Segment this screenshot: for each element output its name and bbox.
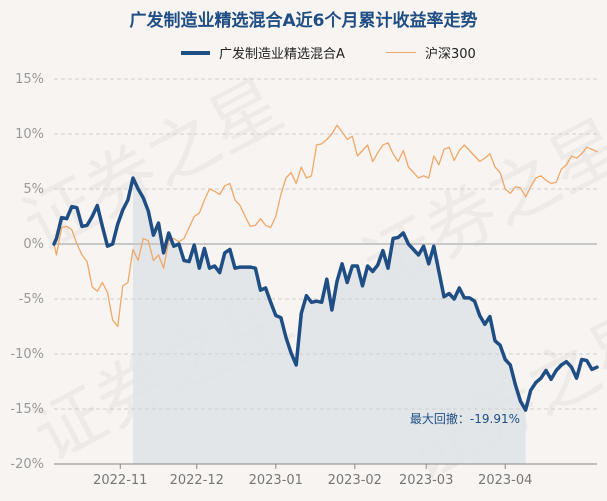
- chart-title: 广发制造业精选混合A近6个月累计收益率走势: [129, 11, 478, 31]
- x-tick-label: 2022-12: [170, 473, 224, 488]
- y-tick-label: 5%: [23, 182, 44, 197]
- legend-swatch-fund: [181, 50, 210, 55]
- y-tick-label: -5%: [19, 292, 44, 307]
- legend-label-index: 沪深300: [425, 47, 476, 62]
- drawdown-area: [133, 178, 526, 464]
- legend-item-fund[interactable]: 广发制造业精选混合A: [181, 43, 345, 62]
- x-tick-label: 2023-03: [399, 473, 453, 488]
- x-tick-label: 2023-02: [328, 473, 382, 488]
- legend-swatch-index: [386, 51, 416, 54]
- x-tick-label: 2022-11: [93, 473, 147, 488]
- y-tick-label: 15%: [15, 72, 44, 87]
- max-drawdown-annotation: 最大回撤：-19.91%: [410, 411, 520, 426]
- series-line-index: [53, 124, 598, 328]
- legend-item-index[interactable]: 沪深300: [386, 43, 476, 62]
- series-line-fund: [52, 176, 599, 412]
- max-drawdown-label: 最大回撤：: [410, 411, 470, 426]
- max-drawdown-value: -19.91%: [470, 412, 520, 426]
- y-tick-label: -15%: [10, 402, 44, 417]
- y-tick-label: -10%: [10, 347, 44, 362]
- y-tick-label: 10%: [15, 127, 44, 142]
- legend-label-fund: 广发制造业精选混合A: [219, 47, 345, 62]
- x-tick-label: 2023-01: [249, 473, 303, 488]
- y-tick-label: 0%: [23, 237, 44, 252]
- y-tick-label: -20%: [10, 457, 44, 472]
- chart-legend: 广发制造业精选混合A 沪深300: [0, 43, 607, 63]
- x-tick-label: 2023-04: [478, 473, 532, 488]
